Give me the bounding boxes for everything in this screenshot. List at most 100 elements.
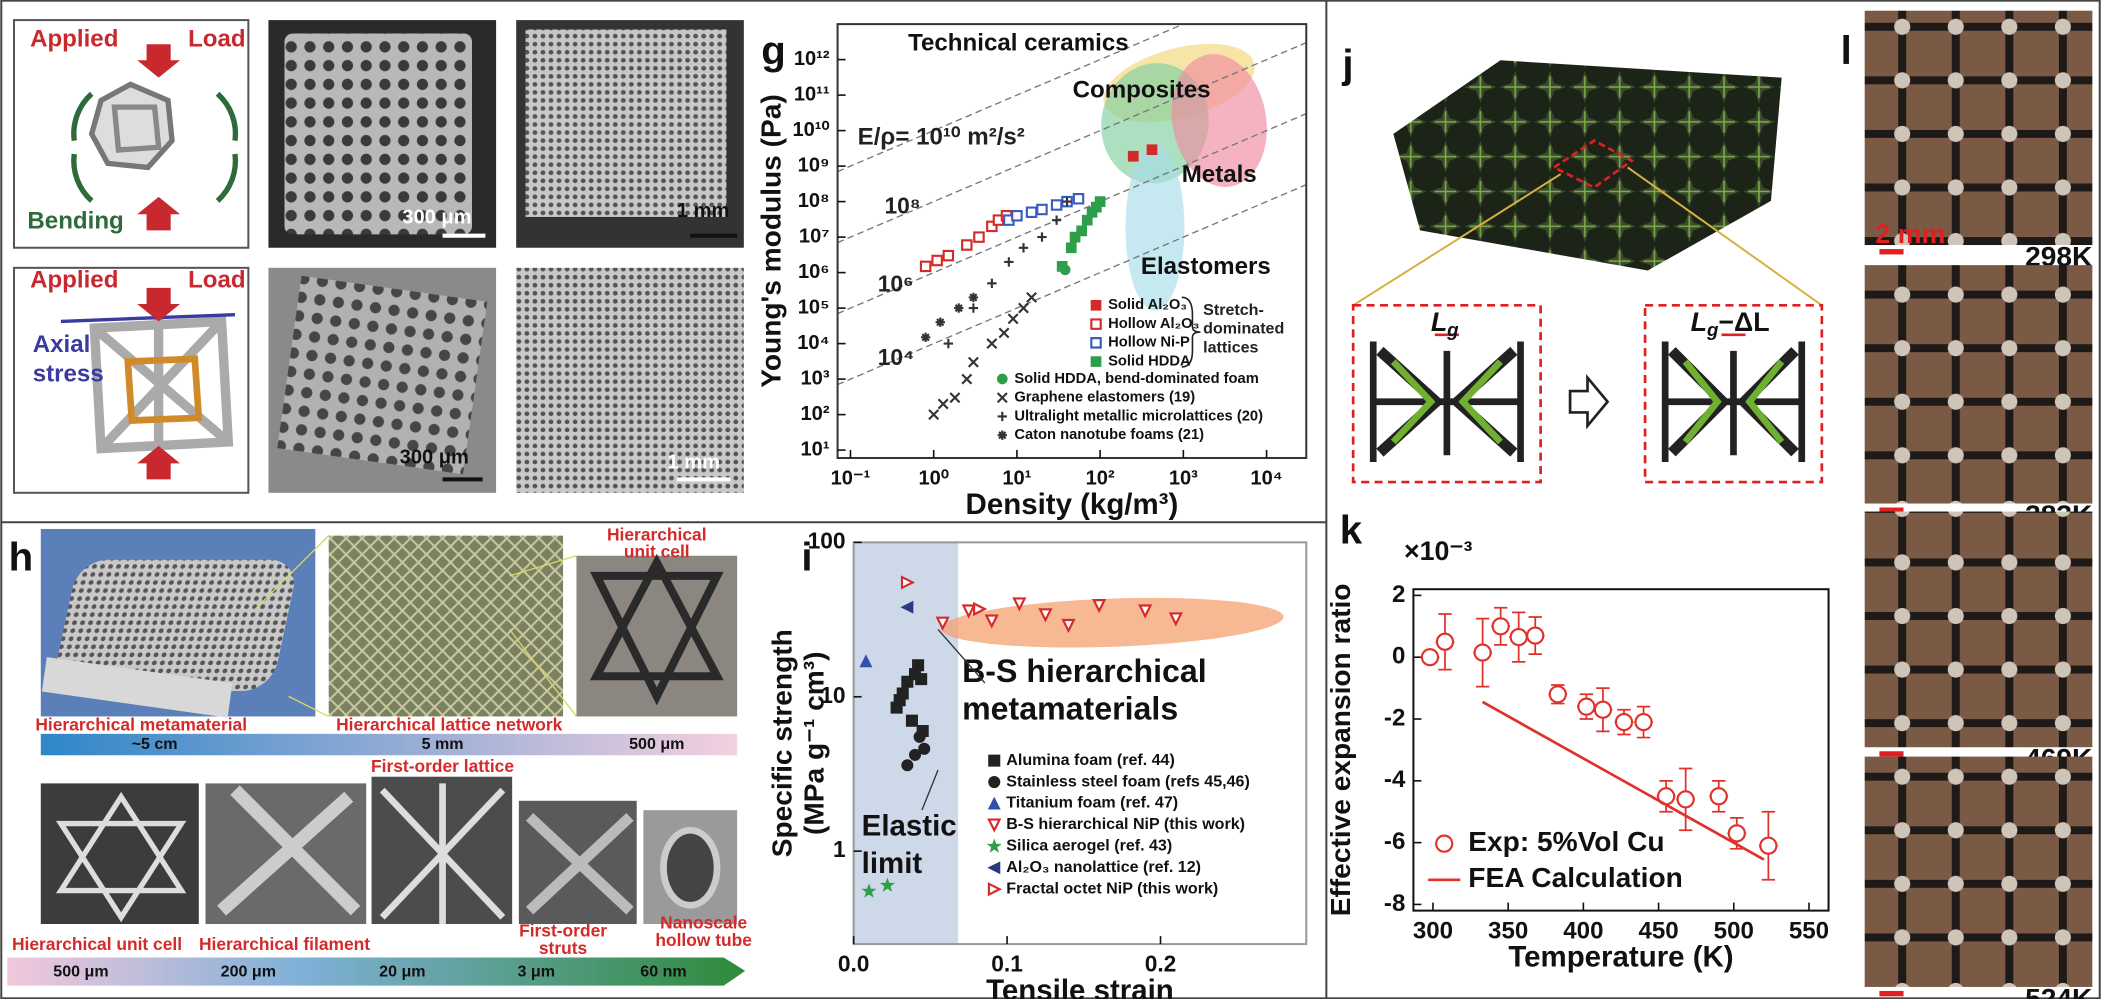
legend-marker (988, 754, 1001, 767)
elastic-region (853, 542, 959, 945)
legend-label: Titanium foam (ref. 47) (1006, 794, 1178, 812)
legend-bracket-label: Stretch- (1203, 301, 1264, 319)
data-point (1491, 617, 1510, 636)
label: ~5 cm (132, 735, 178, 753)
data-point (1634, 713, 1653, 732)
x-tick-label: 10² (1086, 468, 1115, 490)
data-point (931, 254, 943, 267)
scale-arrow (7, 957, 746, 986)
data-point (928, 409, 940, 421)
data-point (1026, 291, 1038, 303)
data-point (949, 392, 961, 404)
label: 500 μm (53, 962, 108, 980)
data-point (1727, 824, 1746, 843)
data-point (1138, 604, 1153, 619)
legend-label: Caton nanotube foams (21) (1014, 427, 1204, 443)
data-point (1059, 264, 1071, 276)
panel-label: j (1341, 42, 1353, 87)
legend-label: Hollow Al₂O₃ (1108, 316, 1199, 332)
process-arrow (1568, 373, 1610, 430)
data-point (1146, 144, 1158, 156)
photo (277, 275, 488, 475)
y-axis-label: Young's modulus (Pa) (756, 94, 787, 388)
data-point (1025, 206, 1038, 219)
strut-green (1390, 359, 1503, 445)
y-tick-label: 10² (801, 403, 830, 425)
data-point (973, 231, 985, 243)
y-tick-label: 0 (1392, 643, 1405, 670)
legend-marker (996, 392, 1008, 404)
data-point (896, 687, 909, 700)
label: 300 μm (402, 207, 471, 229)
label: Load (188, 26, 246, 53)
stress-arrow (60, 313, 236, 324)
y-tick-label: 10⁶ (798, 261, 830, 283)
guide-label: E/ρ= 10¹⁰ m²/s² (858, 123, 1025, 150)
gap-change: −ΔL (1718, 307, 1769, 337)
data-point (1051, 215, 1062, 225)
sem-detail (525, 812, 634, 915)
data-point (1092, 599, 1107, 614)
x-tick-label: 300 (1413, 917, 1453, 944)
y-tick-label: 10¹ (801, 438, 830, 460)
data-point (1007, 313, 1019, 325)
photo (56, 559, 294, 691)
highlight-region (940, 597, 1284, 648)
data-point (1614, 713, 1634, 732)
legend-label: Silica aerogel (ref. 43) (1006, 837, 1172, 855)
octet-cell (89, 314, 234, 463)
data-point (1018, 243, 1029, 253)
sem-detail (217, 785, 361, 916)
plot-frame (1412, 588, 1830, 912)
y-tick-label: 10⁹ (798, 154, 830, 176)
label: unit cell (624, 542, 690, 562)
load-arrow (137, 287, 181, 322)
label: 60 nm (640, 962, 686, 980)
label: Hierarchical filament (199, 934, 370, 954)
y-axis-label: Specific strength (766, 629, 797, 857)
x-tick-label: 10⁻¹ (831, 468, 871, 490)
annotation-pointer (921, 769, 939, 811)
load-arrow (137, 44, 181, 78)
legend-label: Stainless steel foam (refs 45,46) (1006, 772, 1250, 790)
x-tick-label: 0.2 (1145, 951, 1177, 977)
y-tick-label: 10¹⁰ (792, 119, 829, 141)
legend-bracket-label: lattices (1203, 338, 1258, 356)
panel-label: h (9, 534, 34, 579)
legend-label: Fractal octet NiP (this work) (1006, 879, 1218, 897)
legend-marker (996, 373, 1008, 385)
legend-marker (988, 776, 1001, 789)
data-point (1577, 697, 1596, 716)
data-point (961, 604, 976, 619)
legend-marker (987, 861, 1001, 875)
temperature-label: 524K (2025, 983, 2093, 999)
label: hollow tube (655, 930, 752, 950)
data-point (954, 303, 964, 313)
plot-frame (836, 23, 1308, 459)
label: Hierarchical (607, 524, 707, 544)
data-point (1759, 836, 1778, 855)
data-point (912, 659, 925, 672)
load-arrow (137, 445, 181, 480)
data-point (1548, 685, 1567, 704)
label: 1 mm (677, 200, 729, 222)
label: First-order (519, 921, 607, 941)
legend-label: Al₂O₃ nanolattice (ref. 12) (1006, 858, 1201, 876)
label: stress (33, 360, 104, 387)
data-point (1168, 612, 1183, 627)
unit-cell-photo (589, 553, 724, 706)
bend-arrow (215, 91, 239, 141)
legend-label: Solid Al₂O₃ (1108, 297, 1187, 313)
label: Axial (33, 331, 91, 358)
y-tick-label: 10¹² (794, 48, 830, 70)
data-point (998, 327, 1010, 339)
data-point (1038, 608, 1053, 623)
y-tick-label: 10¹¹ (794, 83, 830, 105)
legend-label: Alumina foam (ref. 44) (1006, 751, 1175, 769)
data-point (987, 278, 997, 288)
legend-label: Solid HDDA, bend-dominated foam (1014, 371, 1259, 387)
data-point (1004, 257, 1014, 267)
data-point (1420, 648, 1440, 667)
